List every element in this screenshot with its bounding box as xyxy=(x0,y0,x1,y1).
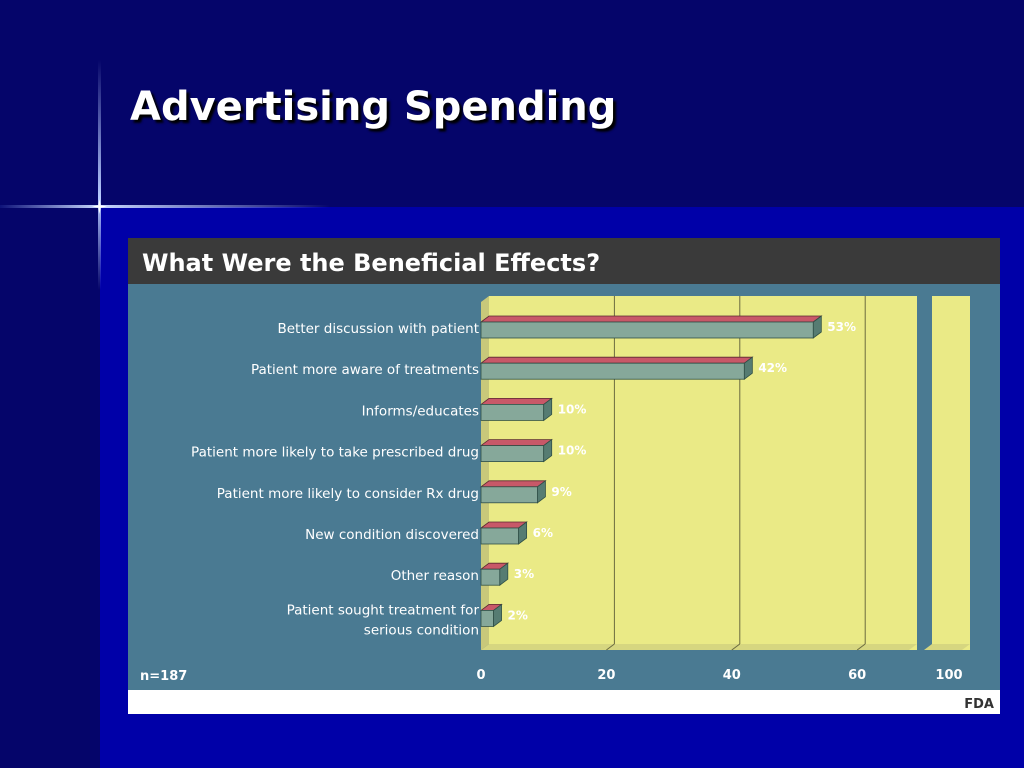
bar-front-face xyxy=(480,568,501,586)
bar-value-label: 10% xyxy=(558,402,587,416)
x-tick-label: 0 xyxy=(476,668,485,683)
bar-top-face xyxy=(479,315,823,323)
bar-front-face xyxy=(480,486,538,504)
bar-front-face xyxy=(480,321,814,339)
bar xyxy=(479,480,547,504)
plot-layer xyxy=(481,296,970,651)
bar-value-label: 10% xyxy=(558,444,587,458)
bar-chart: What Were the Beneficial Effects? Better… xyxy=(128,238,1000,714)
bar xyxy=(479,562,510,587)
category-label: Patient more aware of treatments xyxy=(251,362,479,378)
bar-value-label: 3% xyxy=(514,567,534,581)
bar xyxy=(479,603,503,628)
decorative-horizontal-line xyxy=(0,205,330,208)
plot-floor-break xyxy=(924,644,970,650)
category-label: Better discussion with patient xyxy=(277,321,479,337)
category-label: Patient sought treatment for xyxy=(287,602,480,618)
bar xyxy=(479,521,528,545)
source-footer xyxy=(128,690,1000,714)
bars: 53% 42% 10% 10% 9% 6% 3% 2% xyxy=(479,315,856,628)
bar-top-face xyxy=(479,480,547,488)
slide-title: Advertising Spending xyxy=(130,84,617,130)
category-labels: Better discussion with patient Patient mo… xyxy=(191,321,479,638)
x-tick-label: 100 xyxy=(935,668,962,683)
bar-value-label: 53% xyxy=(827,320,856,334)
slide-left-band xyxy=(0,207,100,768)
bar-value-label: 42% xyxy=(758,361,787,375)
sparkle-icon xyxy=(92,199,107,214)
x-tick-label: 20 xyxy=(597,668,615,683)
category-label: Patient more likely to consider Rx drug xyxy=(217,486,479,502)
plot-left-wall xyxy=(481,296,489,650)
bar-value-label: 2% xyxy=(508,608,528,622)
category-label: serious condition xyxy=(364,622,479,638)
bar-side-face xyxy=(743,356,753,380)
x-axis-ticks: 0 20 40 60 100 xyxy=(476,668,962,683)
plot-area-break-segment xyxy=(932,296,970,650)
gridline xyxy=(606,643,615,651)
chart-title: What Were the Beneficial Effects? xyxy=(142,249,600,277)
bar-value-label: 6% xyxy=(533,526,553,540)
x-tick-label: 60 xyxy=(848,668,866,683)
bar xyxy=(479,356,754,380)
plot-floor xyxy=(481,644,917,650)
bar-front-face xyxy=(480,445,545,463)
category-label: Informs/educates xyxy=(362,403,479,419)
category-label: Patient more likely to take prescribed d… xyxy=(191,445,479,461)
bar-front-face xyxy=(480,527,520,545)
gridline xyxy=(731,643,741,651)
category-label: New condition discovered xyxy=(305,527,479,543)
category-label: Other reason xyxy=(391,568,479,584)
bar-top-face xyxy=(479,439,553,447)
bar-side-face xyxy=(812,315,822,339)
bar-side-face xyxy=(543,397,553,422)
bar-top-face xyxy=(479,356,754,364)
bar-front-face xyxy=(480,609,494,627)
x-tick-label: 40 xyxy=(723,668,741,683)
decorative-vertical-line xyxy=(98,60,101,290)
bar-front-face xyxy=(480,362,745,380)
bar-side-face xyxy=(537,480,546,504)
bar-side-face xyxy=(518,521,528,545)
bar-front-face xyxy=(480,403,545,421)
bar-side-face xyxy=(543,438,553,463)
bar-top-face xyxy=(479,397,553,405)
source-label: FDA xyxy=(964,697,994,712)
gridline xyxy=(856,643,866,651)
sample-size-note: n=187 xyxy=(140,669,187,684)
plot-area xyxy=(489,296,917,650)
chart-header xyxy=(128,238,1000,284)
bar xyxy=(479,315,823,339)
bar xyxy=(479,397,553,422)
bar-side-face xyxy=(499,562,509,587)
bar-side-face xyxy=(493,603,502,628)
bar-value-label: 9% xyxy=(551,485,571,499)
slide-top-band xyxy=(0,0,1024,207)
bar xyxy=(479,438,553,463)
